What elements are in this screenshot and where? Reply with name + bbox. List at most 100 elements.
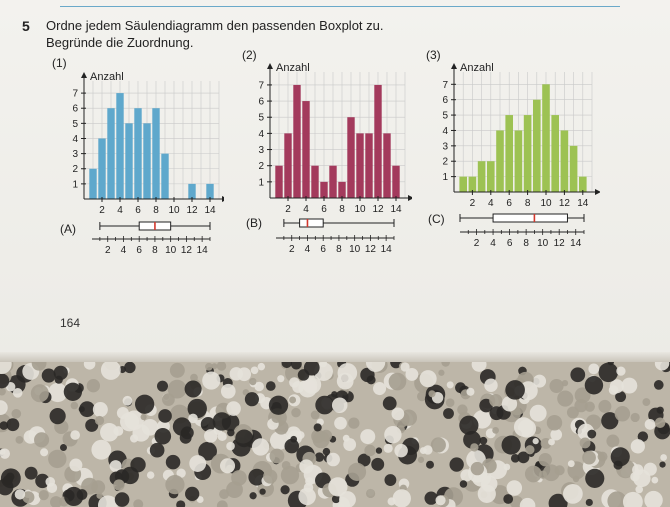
bar (89, 168, 97, 199)
y-tick-label: 2 (72, 164, 78, 175)
number-line-label: 4 (490, 238, 496, 249)
bar (338, 181, 346, 198)
box (492, 213, 568, 223)
x-axis-arrow (222, 196, 224, 202)
y-tick-label: 6 (72, 104, 78, 115)
page-number: 164 (60, 316, 81, 330)
x-tick-label: 6 (321, 204, 327, 215)
x-tick-label: 8 (153, 205, 159, 216)
x-tick-label: 4 (488, 198, 494, 209)
x-tick-label: 2 (99, 205, 105, 216)
y-axis-label: Anzahl (276, 62, 310, 74)
number-line-label: 2 (105, 245, 111, 256)
y-tick-label: 5 (442, 111, 448, 122)
bar (125, 123, 133, 199)
bar (496, 130, 504, 192)
bar (107, 108, 115, 199)
y-tick-label: 3 (442, 141, 448, 152)
number-line-label: 14 (570, 238, 582, 249)
x-tick-label: 4 (117, 205, 123, 216)
bar (468, 176, 477, 192)
x-tick-label: 12 (559, 198, 571, 209)
bar (347, 117, 355, 198)
y-tick-label: 7 (72, 89, 78, 100)
bar (542, 84, 550, 192)
number-line-label: 10 (165, 245, 177, 256)
bar (533, 99, 541, 192)
x-tick-label: 10 (540, 198, 552, 209)
carpet-background (0, 362, 670, 507)
number-line-label: 2 (289, 244, 295, 255)
bar (134, 108, 142, 199)
x-tick-label: 2 (285, 204, 291, 215)
bar (311, 165, 319, 198)
textbook-page: 5 Ordne jedem Säulendiagramm den passend… (0, 0, 670, 362)
number-line-label: 6 (320, 244, 326, 255)
number-line-label: 14 (197, 245, 209, 256)
header-rule (60, 6, 620, 7)
chart-2-label: (2) (242, 48, 257, 62)
bar (569, 145, 578, 192)
number-line-label: 12 (554, 238, 566, 249)
x-tick-label: 2 (470, 198, 476, 209)
number-line-label: 4 (121, 245, 127, 256)
bar (374, 84, 382, 198)
boxplot-b-label: (B) (246, 216, 262, 230)
bar (302, 101, 310, 198)
chart-3-label: (3) (426, 48, 441, 62)
x-tick-label: 12 (372, 204, 384, 215)
task-instruction-2: Begründe die Zuordnung. (46, 35, 194, 50)
y-axis-arrow (451, 63, 457, 69)
bar (293, 84, 301, 198)
x-tick-label: 14 (390, 204, 402, 215)
bar (152, 108, 160, 199)
y-tick-label: 3 (258, 145, 264, 156)
y-tick-label: 3 (72, 149, 78, 160)
y-tick-label: 6 (258, 97, 264, 108)
bar (477, 161, 486, 192)
bar (505, 115, 513, 192)
y-tick-label: 6 (442, 95, 448, 106)
bar (523, 115, 532, 192)
y-tick-label: 4 (72, 134, 78, 145)
x-tick-label: 8 (525, 198, 531, 209)
x-tick-label: 4 (303, 204, 309, 215)
bar (356, 133, 364, 198)
y-tick-label: 4 (442, 126, 448, 137)
number-line-label: 6 (136, 245, 142, 256)
number-line-label: 12 (365, 244, 377, 255)
bar (284, 133, 292, 198)
y-tick-label: 7 (442, 80, 448, 91)
x-tick-label: 12 (186, 205, 198, 216)
y-tick-label: 7 (258, 80, 264, 91)
bar (392, 165, 400, 198)
bar (161, 153, 169, 199)
x-tick-label: 14 (204, 205, 216, 216)
x-axis-arrow (408, 195, 412, 201)
boxplot-c-label: (C) (428, 212, 445, 226)
box (299, 218, 324, 228)
y-tick-label: 2 (258, 161, 264, 172)
y-tick-label: 5 (258, 113, 264, 124)
number-line-label: 4 (305, 244, 311, 255)
bar (143, 123, 151, 199)
y-tick-label: 5 (72, 119, 78, 130)
number-line-label: 2 (474, 238, 480, 249)
bar (206, 183, 214, 199)
number-line-label: 6 (507, 238, 513, 249)
boxplot-a: 2 4 6 8 10 12 14 (92, 221, 211, 256)
y-tick-label: 4 (258, 129, 264, 140)
x-tick-label: 8 (339, 204, 345, 215)
number-line-label: 8 (523, 238, 529, 249)
y-axis-label: Anzahl (90, 71, 124, 83)
y-axis-arrow (267, 63, 273, 69)
chart-1-label: (1) (52, 56, 67, 70)
bar (560, 130, 569, 192)
number-line-label: 14 (381, 244, 393, 255)
number-line-label: 8 (152, 245, 158, 256)
boxplot-b: 2 4 6 8 10 12 14 (276, 218, 395, 255)
bar (188, 183, 196, 199)
